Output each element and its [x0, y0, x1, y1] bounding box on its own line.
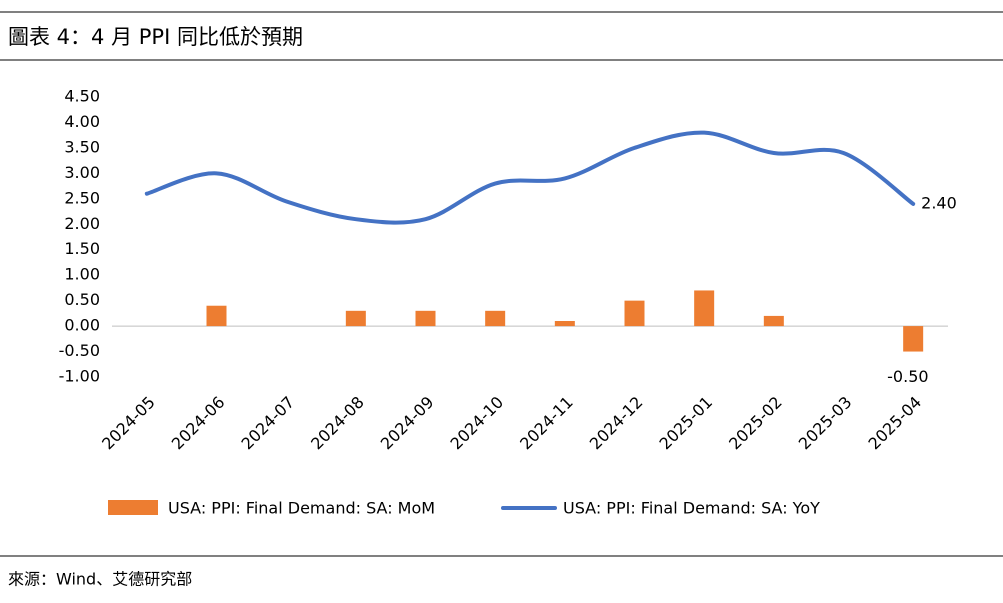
bar [694, 290, 715, 327]
x-tick-label: 2025-04 [864, 393, 925, 454]
x-tick-label: 2024-10 [446, 393, 507, 454]
y-tick-label: 1.50 [64, 239, 100, 258]
x-tick-label: 2024-12 [586, 393, 647, 454]
bar [624, 300, 645, 327]
x-tick-label: 2025-02 [725, 393, 786, 454]
x-tick-label: 2024-08 [307, 393, 368, 454]
bar [554, 321, 575, 327]
x-tick-label: 2025-03 [795, 393, 856, 454]
x-tick-label: 2025-01 [655, 393, 716, 454]
bar [485, 310, 506, 327]
y-tick-label: 4.50 [64, 87, 100, 106]
y-tick-label: 2.50 [64, 188, 100, 207]
line [144, 130, 916, 225]
x-tick-label: 2024-07 [237, 393, 298, 454]
chart-title: 圖表 4：4 月 PPI 同比低於預期 [8, 25, 303, 49]
bar [903, 326, 924, 352]
legend-label: USA: PPI: Final Demand: SA: MoM [168, 499, 435, 518]
y-tick-label: 0.00 [64, 316, 100, 335]
y-tick-label: 3.00 [64, 163, 100, 182]
y-tick-label: 1.00 [64, 265, 100, 284]
data-label: -0.50 [887, 367, 928, 386]
y-tick-label: 0.50 [64, 290, 100, 309]
y-tick-label: 2.00 [64, 214, 100, 233]
y-tick-label: 4.00 [64, 112, 100, 131]
source: 來源：Wind、艾德研究部 [8, 570, 192, 589]
bar [345, 310, 366, 327]
bar [415, 310, 436, 327]
y-tick-label: 3.50 [64, 137, 100, 156]
x-tick-label: 2024-05 [98, 393, 159, 454]
x-tick-label: 2024-11 [516, 393, 577, 454]
bar [763, 315, 784, 327]
bar [206, 305, 227, 327]
x-tick-label: 2024-06 [168, 393, 229, 454]
y-tick-label: -1.00 [59, 367, 100, 386]
data-label: 2.40 [921, 193, 957, 212]
x-tick-label: 2024-09 [377, 393, 438, 454]
legend-swatch [108, 500, 158, 515]
legend-label: USA: PPI: Final Demand: SA: YoY [563, 499, 820, 518]
y-tick-label: -0.50 [59, 341, 100, 360]
